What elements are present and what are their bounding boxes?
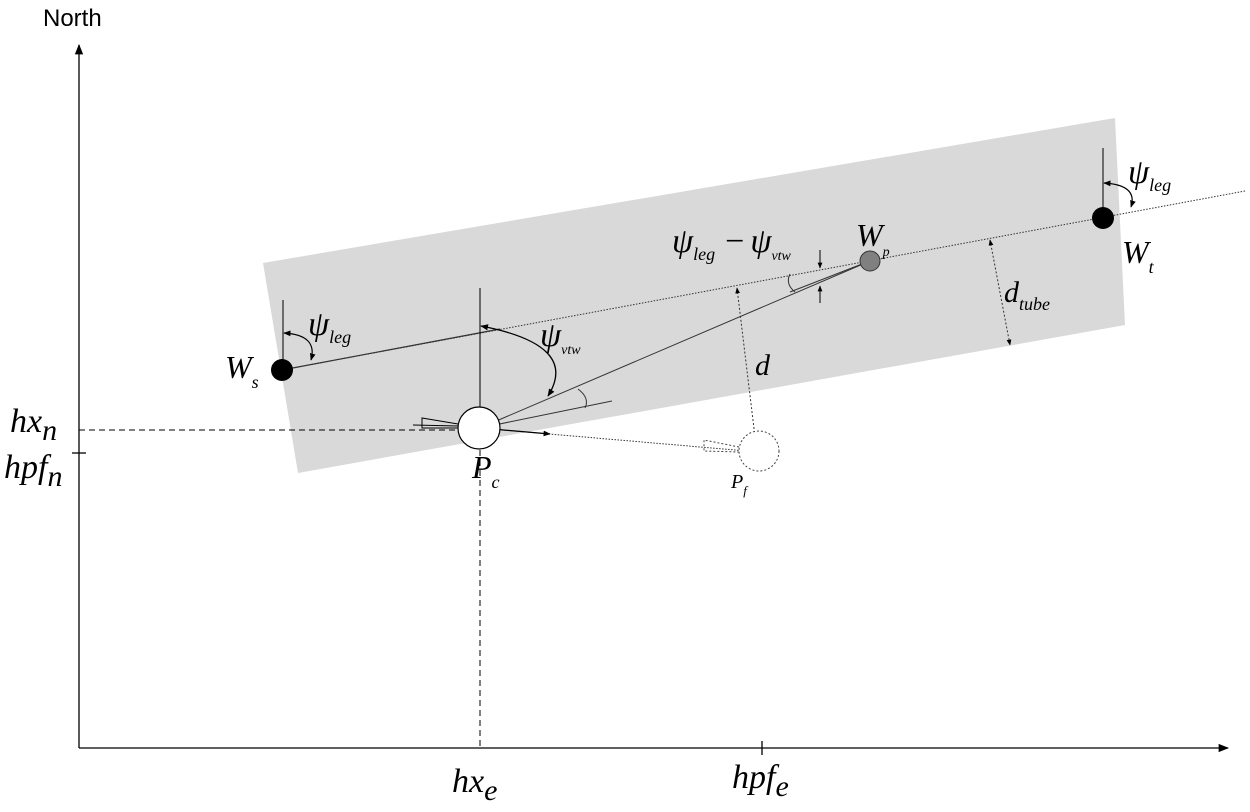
hx-n-label: hxn (10, 403, 57, 447)
psi-leg-arc-right (1103, 180, 1136, 208)
dtube-dimension (988, 239, 1012, 346)
dtube-label: dtube (1004, 276, 1050, 314)
hpf-n-label: hpfn (4, 449, 62, 493)
path-line-solid (281, 328, 501, 371)
hx-e-label: hxe (452, 763, 497, 807)
wp-label: Wp (856, 217, 890, 260)
waypoint-start (271, 359, 293, 381)
psi-diff-label: ψleg − ψvtw (672, 223, 792, 264)
ws-label: Ws (225, 349, 259, 392)
wt-label: Wt (1122, 234, 1155, 277)
psi-leg-left-label: ψleg (308, 306, 351, 347)
pc-to-wp-line (479, 260, 871, 429)
wp-angle-line (789, 263, 863, 293)
north-label: North (43, 5, 102, 32)
pf-label: Pf (730, 471, 749, 498)
hpf-e-label: hpfe (732, 759, 789, 803)
psi-leg-right-label: ψleg (1128, 154, 1171, 195)
tube-region (263, 118, 1125, 473)
psi-vtw-arc (480, 324, 557, 397)
aircraft-future (703, 430, 780, 472)
pc-label: Pc (471, 449, 500, 492)
pc-track-line (479, 400, 613, 429)
aircraft-current (412, 406, 501, 450)
small-angle-arc (577, 388, 587, 409)
waypoint-p (859, 250, 881, 272)
psi-vtw-label: ψvtw (540, 317, 581, 358)
waypoint-target (1092, 207, 1114, 229)
d-label: d (755, 349, 771, 382)
psi-leg-arc-left (283, 330, 316, 361)
